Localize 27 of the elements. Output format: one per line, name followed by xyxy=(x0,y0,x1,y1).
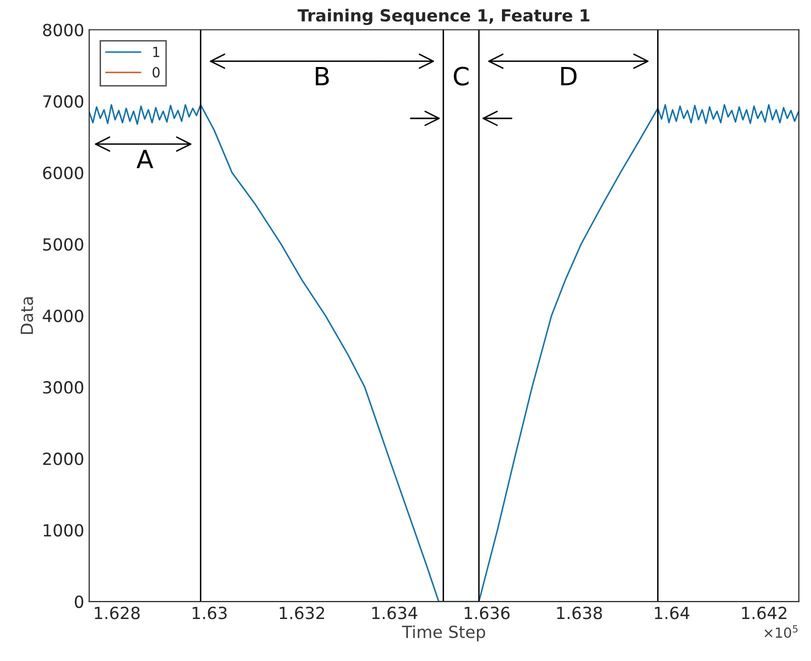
y-tick-label: 2000 xyxy=(43,452,84,466)
annotation: C xyxy=(454,66,468,86)
annotation: D xyxy=(561,67,577,86)
annotation: B xyxy=(316,67,329,86)
legend-label: 1 xyxy=(153,46,160,57)
y-tick-label: 0 xyxy=(74,595,84,608)
chart-title: Training Sequence 1, Feature 1 xyxy=(298,8,590,26)
annotation: A xyxy=(136,150,154,168)
x-tick-label: 1.632 xyxy=(280,606,324,620)
text: ×10$^{5}$ xyxy=(764,625,798,638)
x-tick-label: 1.636 xyxy=(464,606,510,620)
legend-label: 0 xyxy=(152,67,160,78)
x-tick-label: 1.63 xyxy=(192,606,227,620)
x-tick-label: 1.642 xyxy=(742,606,786,620)
y-axis-title: Data xyxy=(20,297,34,334)
y-tick-label: 1000 xyxy=(44,524,84,537)
x-tick-label: 1.638 xyxy=(557,606,602,620)
x-axis-title: Time Step xyxy=(402,625,486,642)
x-tick-label: 1.64 xyxy=(654,606,690,620)
y-tick-label: 4000 xyxy=(42,310,84,322)
x-tick-label: 1.628 xyxy=(94,606,140,620)
y-tick-label: 6000 xyxy=(43,166,84,180)
y-tick-label: 8000 xyxy=(43,24,84,36)
y-tick-label: 7000 xyxy=(43,95,84,108)
y-tick-label: 5000 xyxy=(43,238,84,251)
y-tick-label: 3000 xyxy=(43,381,84,394)
x-tick-label: 1.634 xyxy=(372,606,418,620)
